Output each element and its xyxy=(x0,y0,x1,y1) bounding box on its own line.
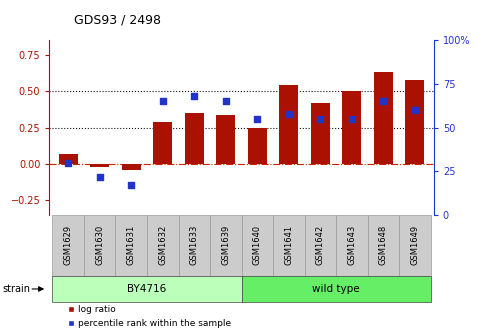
Bar xyxy=(216,115,235,164)
Bar xyxy=(52,276,242,302)
Bar xyxy=(147,215,178,276)
Bar xyxy=(336,215,368,276)
Text: GSM1648: GSM1648 xyxy=(379,225,388,265)
Text: GSM1633: GSM1633 xyxy=(190,225,199,265)
Point xyxy=(285,111,293,116)
Text: GSM1629: GSM1629 xyxy=(64,225,72,265)
Text: GSM1641: GSM1641 xyxy=(284,225,293,265)
Bar xyxy=(405,80,424,164)
Point xyxy=(96,174,104,179)
Bar xyxy=(90,164,109,167)
Point xyxy=(190,93,198,99)
Text: GSM1639: GSM1639 xyxy=(221,225,230,265)
Bar xyxy=(153,122,172,164)
Bar xyxy=(374,72,393,164)
Legend: log ratio, percentile rank within the sample: log ratio, percentile rank within the sa… xyxy=(64,302,235,332)
Point xyxy=(411,108,419,113)
Point xyxy=(127,183,135,188)
Text: GDS93 / 2498: GDS93 / 2498 xyxy=(74,14,161,27)
Text: GSM1649: GSM1649 xyxy=(411,225,420,265)
Text: BY4716: BY4716 xyxy=(127,284,167,294)
Bar xyxy=(368,215,399,276)
Bar xyxy=(311,103,330,164)
Bar xyxy=(59,154,78,164)
Text: GSM1631: GSM1631 xyxy=(127,225,136,265)
Text: GSM1632: GSM1632 xyxy=(158,225,167,265)
Bar xyxy=(122,164,141,170)
Bar xyxy=(242,276,431,302)
Point xyxy=(159,99,167,104)
Bar xyxy=(343,91,361,164)
Bar xyxy=(399,215,431,276)
Point xyxy=(317,116,324,122)
Text: GSM1640: GSM1640 xyxy=(253,225,262,265)
Bar xyxy=(84,215,115,276)
Bar xyxy=(305,215,336,276)
Point xyxy=(348,116,356,122)
Point xyxy=(380,99,387,104)
Bar xyxy=(248,128,267,164)
Point xyxy=(222,99,230,104)
Bar xyxy=(185,113,204,164)
Text: GSM1630: GSM1630 xyxy=(95,225,104,265)
Bar xyxy=(210,215,242,276)
Bar xyxy=(242,215,273,276)
Text: GSM1643: GSM1643 xyxy=(348,225,356,265)
Bar xyxy=(115,215,147,276)
Bar xyxy=(52,215,84,276)
Text: wild type: wild type xyxy=(313,284,360,294)
Bar xyxy=(280,85,298,164)
Text: strain: strain xyxy=(2,284,31,294)
Bar xyxy=(178,215,210,276)
Point xyxy=(253,116,261,122)
Text: GSM1642: GSM1642 xyxy=(316,225,325,265)
Bar xyxy=(273,215,305,276)
Point xyxy=(64,160,72,165)
